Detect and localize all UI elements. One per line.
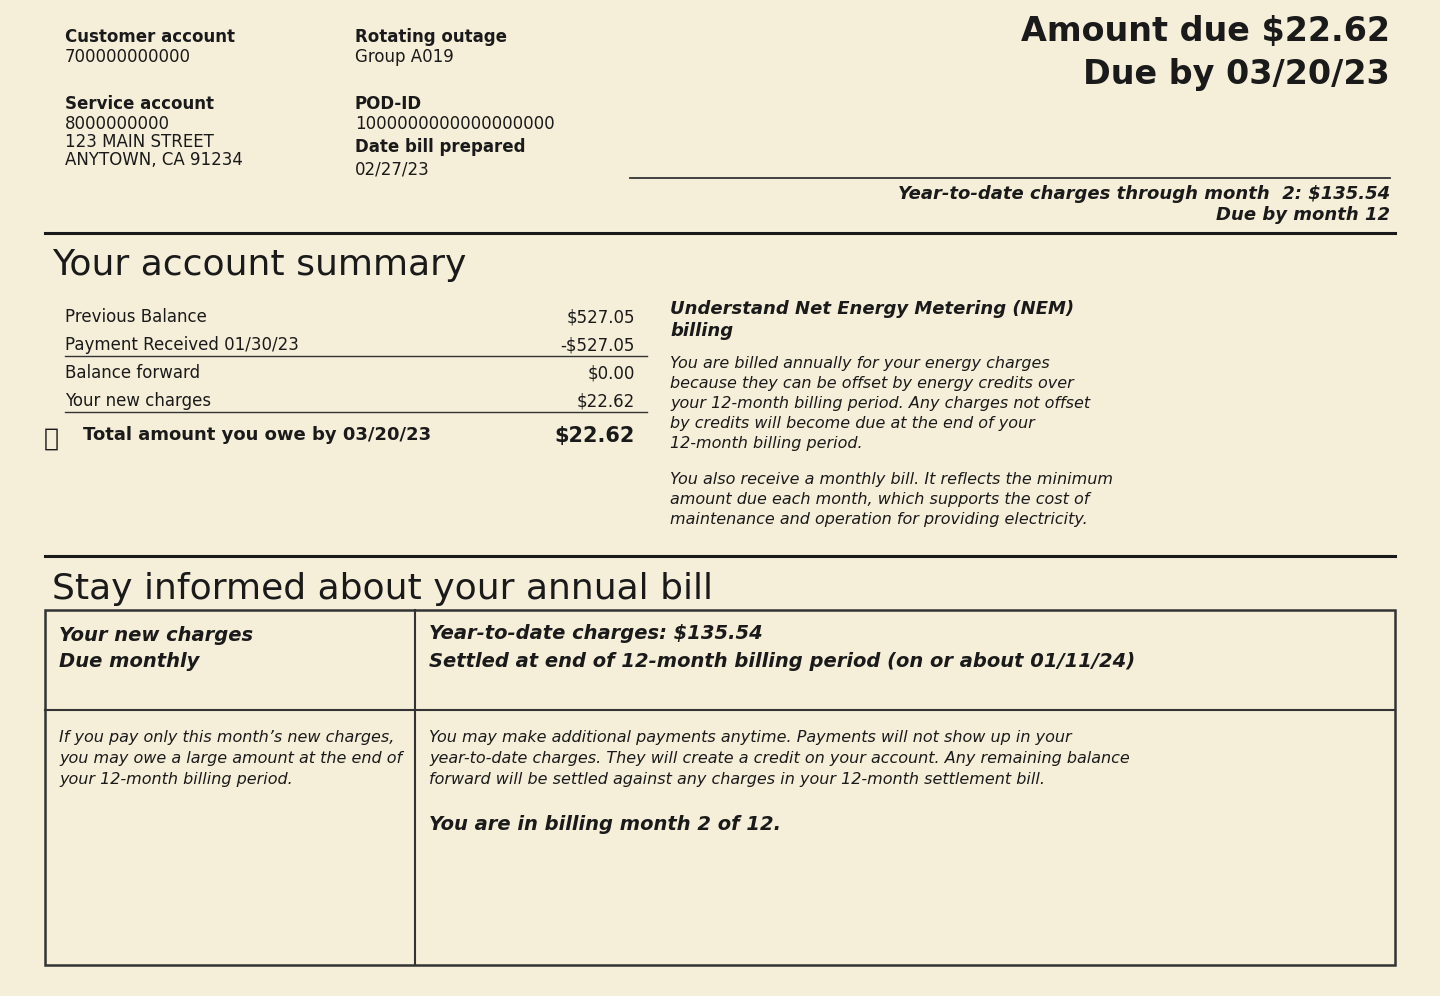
Text: $22.62: $22.62 xyxy=(554,426,635,446)
Text: Your account summary: Your account summary xyxy=(52,248,467,282)
Text: Ⓢ: Ⓢ xyxy=(45,427,59,451)
Text: 123 MAIN STREET: 123 MAIN STREET xyxy=(65,133,215,151)
Text: POD-ID: POD-ID xyxy=(356,95,422,113)
Text: You are in billing month 2 of 12.: You are in billing month 2 of 12. xyxy=(429,815,780,834)
Text: Due monthly: Due monthly xyxy=(59,652,199,671)
Text: maintenance and operation for providing electricity.: maintenance and operation for providing … xyxy=(670,512,1087,527)
Text: Total amount you owe by 03/20/23: Total amount you owe by 03/20/23 xyxy=(84,426,431,444)
Text: Previous Balance: Previous Balance xyxy=(65,308,207,326)
Text: Group A019: Group A019 xyxy=(356,48,454,66)
Text: ANYTOWN, CA 91234: ANYTOWN, CA 91234 xyxy=(65,151,243,169)
Text: Payment Received 01/30/23: Payment Received 01/30/23 xyxy=(65,336,300,354)
Text: You may make additional payments anytime. Payments will not show up in your: You may make additional payments anytime… xyxy=(429,730,1071,745)
Text: Your new charges: Your new charges xyxy=(59,626,253,645)
Text: 12-month billing period.: 12-month billing period. xyxy=(670,436,863,451)
Text: Rotating outage: Rotating outage xyxy=(356,28,507,46)
Text: your 12-month billing period. Any charges not offset: your 12-month billing period. Any charge… xyxy=(670,396,1090,411)
Text: Amount due $22.62: Amount due $22.62 xyxy=(1021,15,1390,48)
Text: Balance forward: Balance forward xyxy=(65,364,200,382)
Text: $527.05: $527.05 xyxy=(566,308,635,326)
Text: 02/27/23: 02/27/23 xyxy=(356,160,429,178)
Text: year-to-date charges. They will create a credit on your account. Any remaining b: year-to-date charges. They will create a… xyxy=(429,751,1130,766)
Text: $22.62: $22.62 xyxy=(577,392,635,410)
Text: Due by month 12: Due by month 12 xyxy=(1215,206,1390,224)
Text: amount due each month, which supports the cost of: amount due each month, which supports th… xyxy=(670,492,1090,507)
Text: Settled at end of 12-month billing period (on or about 01/11/24): Settled at end of 12-month billing perio… xyxy=(429,652,1135,671)
Text: forward will be settled against any charges in your 12-month settlement bill.: forward will be settled against any char… xyxy=(429,772,1045,787)
Text: Your new charges: Your new charges xyxy=(65,392,212,410)
Text: because they can be offset by energy credits over: because they can be offset by energy cre… xyxy=(670,376,1074,391)
Text: you may owe a large amount at the end of: you may owe a large amount at the end of xyxy=(59,751,402,766)
Text: Understand Net Energy Metering (NEM): Understand Net Energy Metering (NEM) xyxy=(670,300,1074,318)
Text: 700000000000: 700000000000 xyxy=(65,48,192,66)
Text: by credits will become due at the end of your: by credits will become due at the end of… xyxy=(670,416,1035,431)
Text: Year-to-date charges: $135.54: Year-to-date charges: $135.54 xyxy=(429,624,763,643)
Text: Stay informed about your annual bill: Stay informed about your annual bill xyxy=(52,572,713,606)
Text: 1000000000000000000: 1000000000000000000 xyxy=(356,115,554,133)
Text: 8000000000: 8000000000 xyxy=(65,115,170,133)
Text: If you pay only this month’s new charges,: If you pay only this month’s new charges… xyxy=(59,730,395,745)
Text: You are billed annually for your energy charges: You are billed annually for your energy … xyxy=(670,356,1050,371)
Text: Date bill prepared: Date bill prepared xyxy=(356,138,526,156)
FancyBboxPatch shape xyxy=(45,610,1395,965)
Text: billing: billing xyxy=(670,322,733,340)
Text: Service account: Service account xyxy=(65,95,215,113)
Text: -$527.05: -$527.05 xyxy=(560,336,635,354)
Text: Year-to-date charges through month  2: $135.54: Year-to-date charges through month 2: $1… xyxy=(899,185,1390,203)
Text: $0.00: $0.00 xyxy=(588,364,635,382)
Text: You also receive a monthly bill. It reflects the minimum: You also receive a monthly bill. It refl… xyxy=(670,472,1113,487)
Text: your 12-month billing period.: your 12-month billing period. xyxy=(59,772,292,787)
Text: Due by 03/20/23: Due by 03/20/23 xyxy=(1083,58,1390,91)
Text: Customer account: Customer account xyxy=(65,28,235,46)
